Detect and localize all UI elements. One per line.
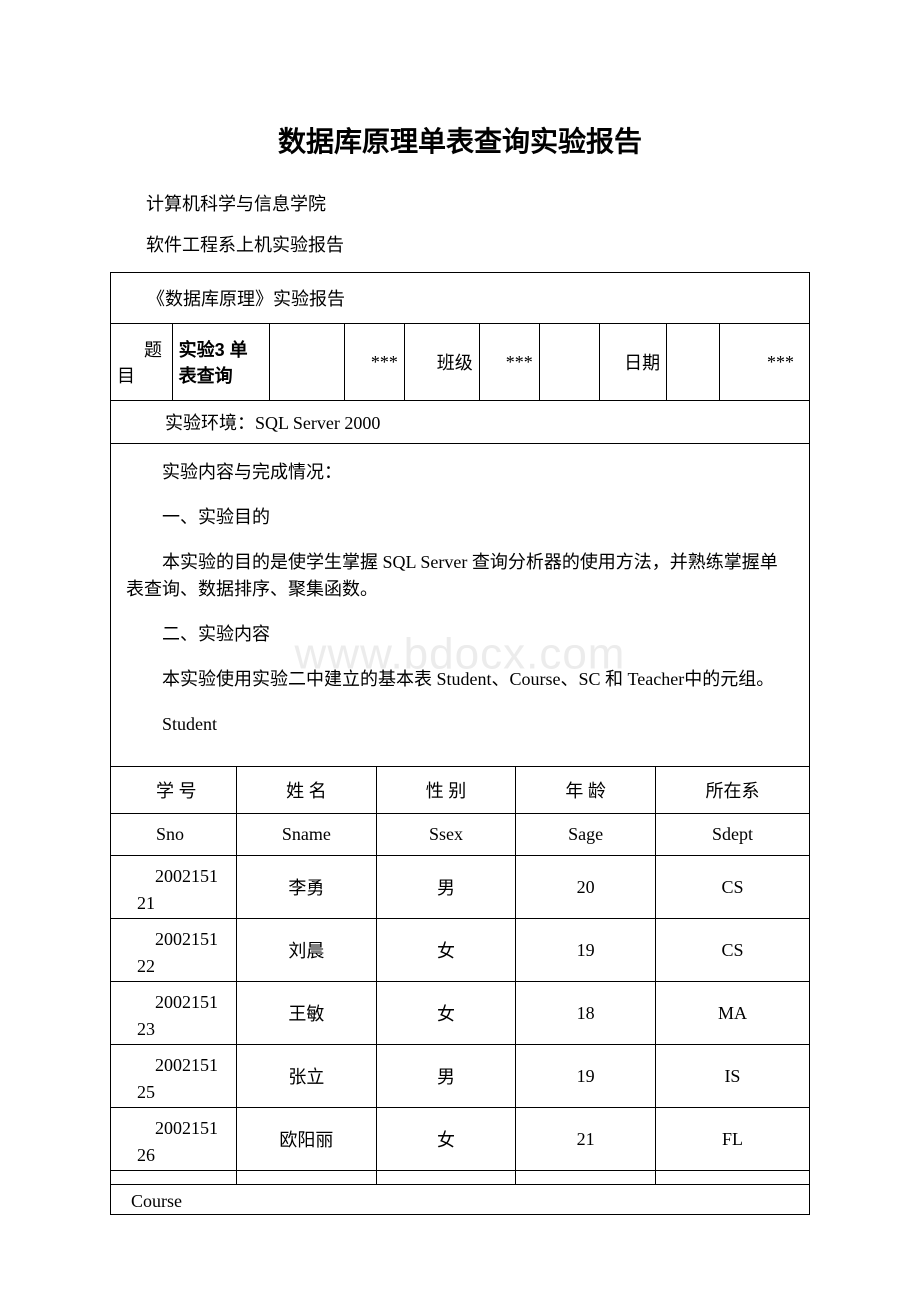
th-ssex-en: Ssex — [376, 814, 516, 856]
cell-ssex: 男 — [376, 856, 516, 919]
page-title: 数据库原理单表查询实验报告 — [110, 120, 810, 160]
cell-sage: 19 — [516, 919, 656, 982]
table-row: 200215121 李勇 男 20 CS — [111, 856, 809, 919]
cell-sname: 张立 — [237, 1045, 377, 1108]
meta-star-1: *** — [344, 324, 404, 401]
cell-sno: 200215123 — [111, 982, 237, 1045]
meta-star-2: *** — [479, 324, 539, 401]
subtitle-line: 软件工程系上机实验报告 — [110, 231, 810, 257]
table-blank-row — [111, 1171, 809, 1185]
cell-sname: 李勇 — [237, 856, 377, 919]
cell-ssex: 女 — [376, 1108, 516, 1171]
th-sdept-en: Sdept — [655, 814, 809, 856]
cell-ssex: 女 — [376, 919, 516, 982]
meta-date-label: 日期 — [599, 324, 666, 401]
table-row: 200215126 欧阳丽 女 21 FL — [111, 1108, 809, 1171]
cell-sno: 200215122 — [111, 919, 237, 982]
cell-sdept: CS — [655, 856, 809, 919]
cell-sname: 刘晨 — [237, 919, 377, 982]
meta-blank-3 — [667, 324, 719, 401]
content-p2: 一、实验目的 — [126, 504, 794, 531]
cell-sname: 王敏 — [237, 982, 377, 1045]
meta-blank-2 — [539, 324, 599, 401]
table-row: 200215122 刘晨 女 19 CS — [111, 919, 809, 982]
course-row: Course — [111, 1185, 809, 1215]
cell-sno: 200215126 — [111, 1108, 237, 1171]
report-header: 《数据库原理》实验报告 — [111, 273, 809, 324]
cell-sage: 19 — [516, 1045, 656, 1108]
meta-star-3: *** — [719, 324, 809, 401]
cell-sage: 18 — [516, 982, 656, 1045]
th-sage-cn: 年 龄 — [516, 767, 656, 814]
cell-sno: 200215121 — [111, 856, 237, 919]
report-box: 《数据库原理》实验报告 题目 实验3 单表查询 *** 班级 *** 日期 **… — [110, 272, 810, 1215]
content-p1: 实验内容与完成情况： — [126, 459, 794, 486]
content-p3: 本实验的目的是使学生掌握 SQL Server 查询分析器的使用方法，并熟练掌握… — [126, 549, 794, 603]
th-sage-en: Sage — [516, 814, 656, 856]
institute-line: 计算机科学与信息学院 — [110, 190, 810, 216]
table-row: 200215123 王敏 女 18 MA — [111, 982, 809, 1045]
meta-table: 题目 实验3 单表查询 *** 班级 *** 日期 *** — [111, 324, 809, 401]
th-ssex-cn: 性 别 — [376, 767, 516, 814]
env-row: 实验环境：SQL Server 2000 — [111, 401, 809, 444]
table-row: 200215125 张立 男 19 IS — [111, 1045, 809, 1108]
cell-sno: 200215125 — [111, 1045, 237, 1108]
cell-sage: 21 — [516, 1108, 656, 1171]
table-row: Sno Sname Ssex Sage Sdept — [111, 814, 809, 856]
th-sno-cn: 学 号 — [111, 767, 237, 814]
meta-class-label: 班级 — [404, 324, 479, 401]
cell-sdept: CS — [655, 919, 809, 982]
student-table: 学 号 姓 名 性 别 年 龄 所在系 Sno Sname Ssex Sage … — [111, 766, 809, 1214]
cell-sage: 20 — [516, 856, 656, 919]
th-sname-en: Sname — [237, 814, 377, 856]
cell-sdept: MA — [655, 982, 809, 1045]
course-label: Course — [111, 1185, 809, 1215]
table-row: 学 号 姓 名 性 别 年 龄 所在系 — [111, 767, 809, 814]
content-p6: Student — [126, 711, 794, 738]
cell-sname: 欧阳丽 — [237, 1108, 377, 1171]
cell-sdept: IS — [655, 1045, 809, 1108]
cell-sdept: FL — [655, 1108, 809, 1171]
th-sname-cn: 姓 名 — [237, 767, 377, 814]
content-p5: 本实验使用实验二中建立的基本表 Student、Course、SC 和 Teac… — [126, 666, 794, 693]
content-area: 实验内容与完成情况： 一、实验目的 本实验的目的是使学生掌握 SQL Serve… — [111, 444, 809, 1214]
content-p4: 二、实验内容 — [126, 621, 794, 648]
meta-topic-label: 题目 — [111, 324, 172, 401]
cell-ssex: 女 — [376, 982, 516, 1045]
meta-blank-1 — [270, 324, 345, 401]
th-sno-en: Sno — [111, 814, 237, 856]
meta-topic-value: 实验3 单表查询 — [172, 324, 269, 401]
cell-ssex: 男 — [376, 1045, 516, 1108]
th-sdept-cn: 所在系 — [655, 767, 809, 814]
